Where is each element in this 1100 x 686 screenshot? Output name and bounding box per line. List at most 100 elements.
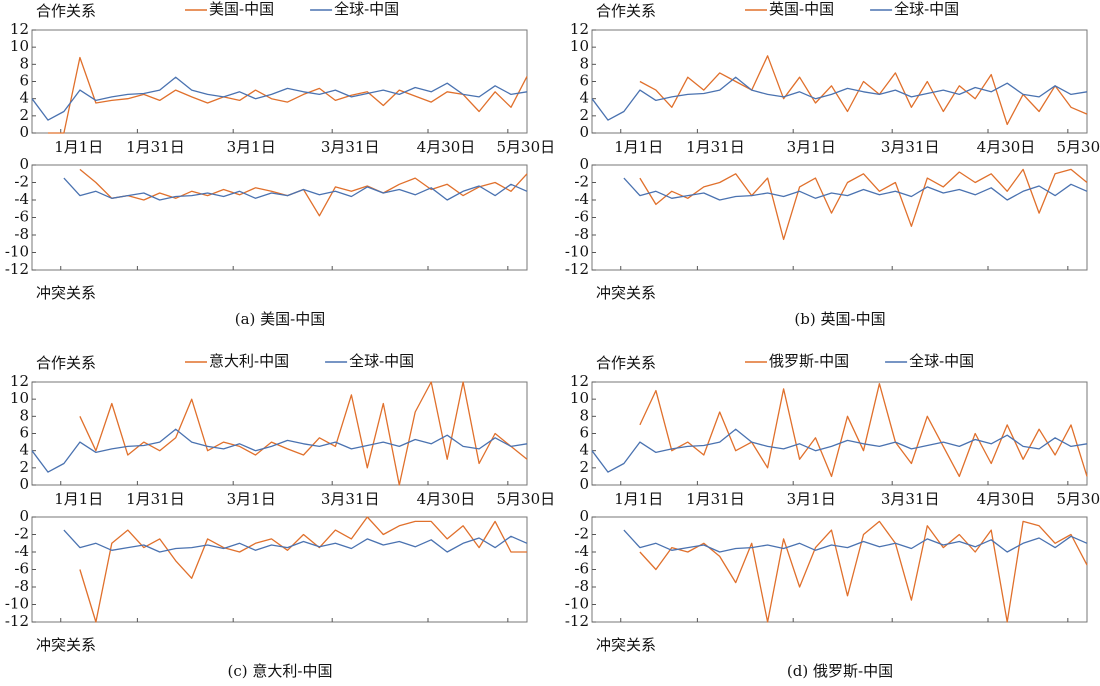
y-tick-label: -12 (5, 260, 29, 278)
plot-frame (31, 29, 528, 134)
legend-label: 意大利-中国 (209, 352, 289, 370)
y-tick-label: 12 (570, 20, 589, 38)
y-tick-label: 0 (579, 507, 589, 525)
y-tick-label: 6 (579, 72, 589, 90)
y-tick-label: 2 (19, 106, 29, 124)
y-tick-label: 0 (19, 475, 29, 493)
x-tick-label: 3月1日 (787, 138, 836, 156)
y-tick-label: 8 (579, 54, 589, 72)
series-line (63, 529, 528, 553)
y-tick-label: 0 (579, 155, 589, 173)
y-tick-label: 0 (19, 155, 29, 173)
y-tick-label: 10 (10, 37, 29, 55)
y-tick-label: -2 (14, 525, 29, 543)
x-tick-label: 1月31日 (126, 138, 185, 156)
y-tick-label: 4 (19, 89, 29, 107)
x-tick-label: 5月30日 (497, 138, 556, 156)
y-tick-label: 10 (570, 37, 589, 55)
y-tick-label: 10 (10, 389, 29, 407)
y-tick-label: -6 (574, 208, 589, 226)
x-tick-label: 4月30日 (417, 138, 476, 156)
series-line (31, 76, 528, 121)
caption: (a) 美国-中国 (235, 310, 325, 328)
y-tick-label: 6 (579, 424, 589, 442)
x-tick-label: 1月1日 (614, 138, 663, 156)
y-tick-label: 4 (579, 89, 589, 107)
y-tick-label: 2 (579, 458, 589, 476)
y-tick-label: -6 (574, 560, 589, 578)
x-tick-label: 4月30日 (977, 138, 1036, 156)
x-tick-label: 4月30日 (417, 490, 476, 508)
y-tick-label: 4 (19, 441, 29, 459)
plot-frame (591, 164, 1088, 271)
plot-frame (591, 381, 1088, 486)
y-tick-label: -4 (574, 542, 589, 560)
axis-label: 合作关系 (596, 2, 656, 20)
axis-label: 合作关系 (596, 354, 656, 372)
y-tick-label: -8 (574, 225, 589, 243)
y-tick-label: 8 (19, 54, 29, 72)
y-tick-label: 10 (570, 389, 589, 407)
plot-frame (591, 516, 1088, 623)
y-tick-label: 12 (10, 372, 29, 390)
y-tick-label: 12 (570, 372, 589, 390)
y-tick-label: 8 (579, 406, 589, 424)
y-tick-label: -4 (14, 542, 29, 560)
y-tick-label: 2 (579, 106, 589, 124)
axis-label: 冲突关系 (596, 636, 656, 654)
y-tick-label: -6 (14, 560, 29, 578)
x-tick-label: 1月1日 (54, 138, 103, 156)
series-line (31, 428, 528, 473)
axis-label: 合作关系 (36, 354, 96, 372)
x-tick-label: 4月30日 (977, 490, 1036, 508)
axis-label: 合作关系 (36, 2, 96, 20)
y-tick-label: -6 (14, 208, 29, 226)
series-line (639, 383, 1088, 478)
x-tick-label: 1月31日 (686, 138, 745, 156)
series-line (623, 177, 1088, 201)
series-line (63, 177, 528, 201)
x-tick-label: 1月31日 (686, 490, 745, 508)
y-tick-label: -2 (574, 173, 589, 191)
x-tick-label: 3月31日 (321, 490, 380, 508)
legend-label: 英国-中国 (769, 0, 834, 18)
legend-label: 美国-中国 (209, 0, 274, 18)
y-tick-label: -12 (5, 612, 29, 630)
series-line (591, 76, 1088, 121)
y-tick-label: 4 (579, 441, 589, 459)
y-tick-label: 0 (19, 507, 29, 525)
x-tick-label: 3月1日 (787, 490, 836, 508)
caption: (c) 意大利-中国 (228, 662, 333, 680)
x-tick-label: 3月1日 (227, 138, 276, 156)
plot-frame (31, 164, 528, 271)
axis-label: 冲突关系 (596, 284, 656, 302)
y-tick-label: 0 (579, 123, 589, 141)
y-tick-label: -2 (574, 525, 589, 543)
y-tick-label: -8 (14, 225, 29, 243)
legend-label: 全球-中国 (334, 0, 399, 18)
x-tick-label: 5月30日 (497, 490, 556, 508)
caption: (d) 俄罗斯-中国 (787, 662, 893, 680)
series-line (79, 381, 528, 486)
series-line (639, 520, 1088, 623)
series-line (639, 55, 1088, 126)
series-line (639, 168, 1088, 241)
series-line (48, 56, 528, 134)
series-line (591, 428, 1088, 473)
x-tick-label: 3月31日 (881, 138, 940, 156)
x-tick-label: 1月1日 (54, 490, 103, 508)
y-tick-label: -4 (574, 190, 589, 208)
y-tick-label: -10 (5, 243, 29, 261)
legend-label: 俄罗斯-中国 (769, 352, 849, 370)
x-tick-label: 3月1日 (227, 490, 276, 508)
y-tick-label: -10 (565, 595, 589, 613)
y-tick-label: 8 (19, 406, 29, 424)
series-line (79, 516, 527, 623)
y-tick-label: -8 (574, 577, 589, 595)
y-tick-label: -12 (565, 260, 589, 278)
legend-label: 全球-中国 (894, 0, 959, 18)
legend-label: 全球-中国 (349, 352, 414, 370)
y-tick-label: 12 (10, 20, 29, 38)
y-tick-label: -10 (565, 243, 589, 261)
